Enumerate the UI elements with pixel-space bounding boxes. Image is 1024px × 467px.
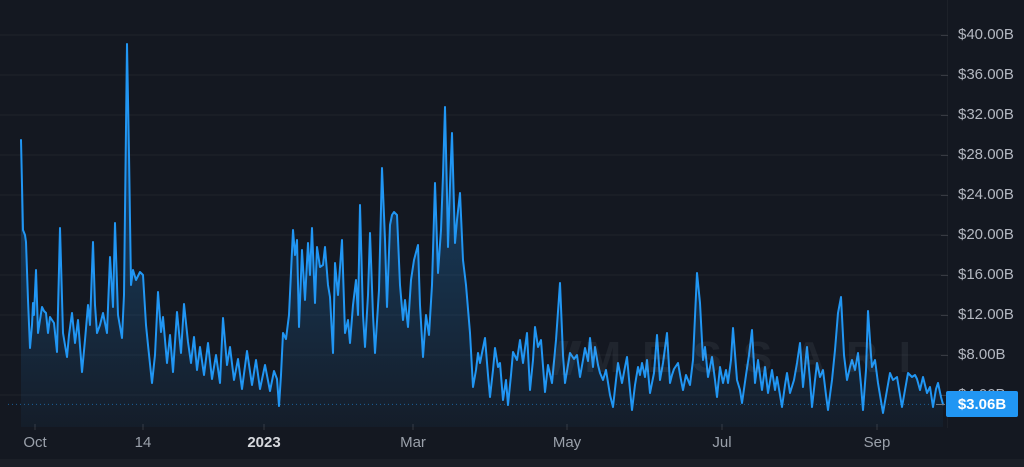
price-axis-tick (941, 395, 948, 396)
price-axis-tick (941, 355, 948, 356)
time-axis-label: 2023 (247, 434, 281, 451)
price-axis-tick (941, 155, 948, 156)
last-value-badge: $3.06B (946, 391, 1018, 418)
price-axis-tick (941, 275, 948, 276)
price-axis-tick (941, 115, 948, 116)
price-axis-label: $28.00B (958, 146, 1014, 163)
price-axis-label: $24.00B (958, 186, 1014, 203)
time-axis-label: Oct (23, 434, 47, 451)
price-axis-label: $20.00B (958, 226, 1014, 243)
time-axis-tick (876, 424, 878, 430)
price-axis-label: $16.00B (958, 266, 1014, 283)
time-axis-tick (263, 424, 265, 430)
price-axis-label: $40.00B (958, 26, 1014, 43)
time-axis-tick (142, 424, 144, 430)
series-area (21, 44, 943, 427)
price-axis-label: $32.00B (958, 106, 1014, 123)
time-axis-tick (566, 424, 568, 430)
messari-logo-icon (548, 341, 582, 375)
price-axis[interactable]: $40.00B $36.00B $32.00B $28.00B $24.00B $20.0… (941, 0, 1024, 428)
time-axis-label: May (552, 434, 582, 451)
time-axis-tick (34, 424, 36, 430)
price-axis-tick (941, 75, 948, 76)
time-axis-tick (721, 424, 723, 430)
price-axis-tick (941, 235, 948, 236)
time-axis-label: Sep (863, 434, 891, 451)
last-value-tick (936, 404, 945, 405)
time-axis-tick (412, 424, 414, 430)
price-axis-tick (941, 35, 948, 36)
watermark-text: MESSARI (584, 333, 932, 382)
series-line (20, 43, 944, 414)
bottom-strip (0, 459, 1024, 467)
price-axis-label: $36.00B (958, 66, 1014, 83)
price-axis-tick (941, 315, 948, 316)
time-axis[interactable]: Oct 14 2023 Mar May Jul Sep (0, 424, 1024, 467)
messari-watermark: MESSARI (548, 330, 932, 386)
time-axis-label: Mar (400, 434, 426, 451)
price-axis-label: $12.00B (958, 306, 1014, 323)
time-axis-label: Jul (712, 434, 732, 451)
price-axis-tick (941, 195, 948, 196)
price-axis-label: $8.00B (958, 346, 1006, 363)
time-axis-label: 14 (134, 434, 152, 451)
